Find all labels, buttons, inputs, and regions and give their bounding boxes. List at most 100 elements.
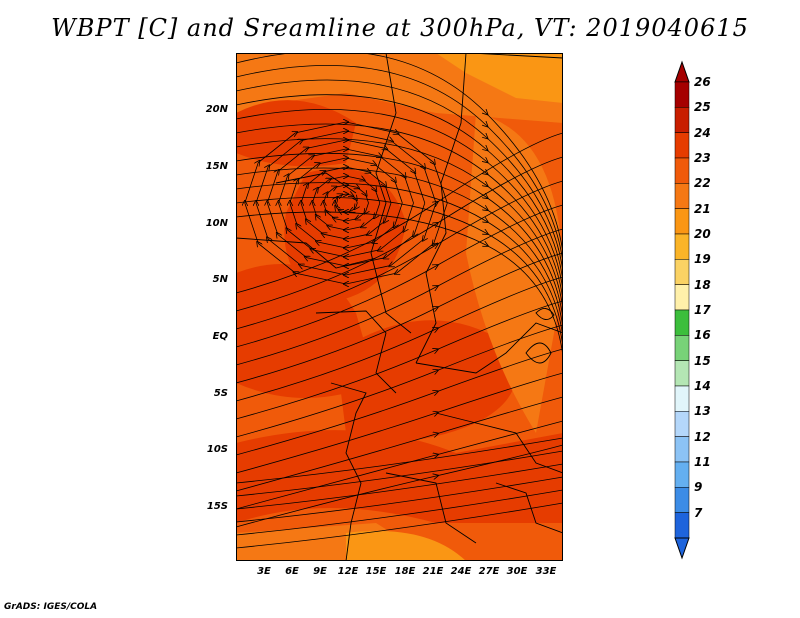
colorbar-label: 26 <box>694 75 711 89</box>
colorbar-swatch <box>674 259 690 285</box>
colorbar-label: 19 <box>694 252 711 267</box>
streamline <box>245 122 448 284</box>
colorbar-swatch <box>674 309 690 336</box>
field-patch <box>436 53 563 103</box>
streamline <box>236 156 563 312</box>
map-title: WBPT [C] and Sreamline at 300hPa, VT: 20… <box>51 14 749 42</box>
streamline <box>236 396 563 492</box>
lat-label-eq: EQ <box>212 331 228 342</box>
field-patch <box>466 113 563 433</box>
streamline <box>236 64 563 313</box>
streamline <box>236 420 563 510</box>
colorbar-label: 20 <box>694 227 711 241</box>
colorbar-swatch <box>674 107 690 133</box>
streamline <box>236 196 563 403</box>
lon-label-3e: 3E <box>257 566 271 577</box>
border-line <box>275 172 357 194</box>
streamline <box>236 138 563 363</box>
colorbar-label: 21 <box>694 201 711 216</box>
lon-label-15e: 15E <box>365 566 387 577</box>
lon-label-27e: 27E <box>478 566 500 577</box>
colorbar-label: 16 <box>694 328 711 343</box>
streamline <box>236 123 563 353</box>
border-line <box>435 412 563 474</box>
streamline <box>236 450 563 497</box>
border-line <box>315 310 397 394</box>
lat-label-5n: 5N <box>212 274 228 285</box>
colorbar-swatch <box>674 81 690 108</box>
streamline <box>236 204 563 348</box>
streamline <box>236 132 563 294</box>
colorbar-swatch <box>674 512 690 539</box>
lat-label-15n: 15N <box>205 161 228 172</box>
streamline <box>236 372 563 474</box>
lat-label-10n: 10N <box>205 218 228 229</box>
lat-label-5s: 5S <box>213 388 228 399</box>
streamline <box>236 300 563 420</box>
colorbar-label: 23 <box>694 151 711 165</box>
colorbar-swatch <box>674 436 690 463</box>
colorbar-label: 22 <box>694 176 711 191</box>
colorbar-swatch <box>674 385 690 412</box>
lon-label-24e: 24E <box>450 566 472 577</box>
streamline <box>236 437 563 484</box>
colorbar <box>674 60 690 560</box>
field-patch <box>346 530 466 561</box>
border-line <box>415 322 563 374</box>
streamline <box>236 463 563 510</box>
border-line <box>525 342 552 364</box>
lon-label-9e: 9E <box>313 566 327 577</box>
colorbar-swatch <box>674 335 690 361</box>
streamline <box>236 444 563 528</box>
lat-label-20n: 20N <box>205 104 228 115</box>
lon-label-12e: 12E <box>337 566 359 577</box>
colorbar-label: 18 <box>694 277 711 292</box>
lon-label-21e: 21E <box>422 566 444 577</box>
colorbar-bottom-cap <box>674 537 690 560</box>
streamline <box>236 276 563 402</box>
border-line <box>330 382 367 561</box>
colorbar-label: 15 <box>694 353 711 368</box>
colorbar-swatch <box>674 461 690 488</box>
streamline <box>236 324 563 438</box>
border-line <box>535 308 555 320</box>
country-borders <box>236 53 563 561</box>
streamlines <box>236 53 563 549</box>
grads-credit: GrADS: IGES/COLA <box>4 602 98 612</box>
streamline <box>236 167 563 383</box>
field-patch <box>336 320 516 441</box>
streamline <box>236 94 563 333</box>
colorbar-swatch <box>674 157 690 184</box>
streamline <box>236 152 563 373</box>
border-line <box>236 237 377 269</box>
map-frame <box>236 53 563 561</box>
colorbar-label: 24 <box>694 125 711 140</box>
streamline <box>236 79 563 323</box>
streamline <box>236 489 563 536</box>
colorbar-swatch <box>674 284 690 311</box>
lon-label-30e: 30E <box>506 566 528 577</box>
colorbar-label: 12 <box>694 429 711 444</box>
colorbar-label: 17 <box>694 303 711 317</box>
colorbar-label: 9 <box>694 480 703 495</box>
colorbar-swatch <box>674 233 690 260</box>
colorbar-swatch <box>674 183 690 209</box>
streamline <box>236 476 563 523</box>
map-canvas <box>236 53 563 561</box>
streamline <box>236 108 563 343</box>
colorbar-top-cap <box>674 60 690 83</box>
border-line <box>370 53 412 334</box>
colorbar-swatch <box>674 487 690 513</box>
lon-label-18e: 18E <box>394 566 416 577</box>
streamline <box>236 211 563 413</box>
border-line <box>385 472 477 544</box>
lon-label-6e: 6E <box>285 566 299 577</box>
map-panel <box>236 53 563 561</box>
lat-label-10s: 10S <box>206 444 228 455</box>
colorbar-label: 7 <box>694 505 703 520</box>
lat-label-15s: 15S <box>206 501 228 512</box>
colorbar-swatch <box>674 411 690 437</box>
colorbar-swatch <box>674 208 690 235</box>
colorbar-label: 25 <box>694 100 711 115</box>
colorbar-label: 11 <box>694 455 711 469</box>
